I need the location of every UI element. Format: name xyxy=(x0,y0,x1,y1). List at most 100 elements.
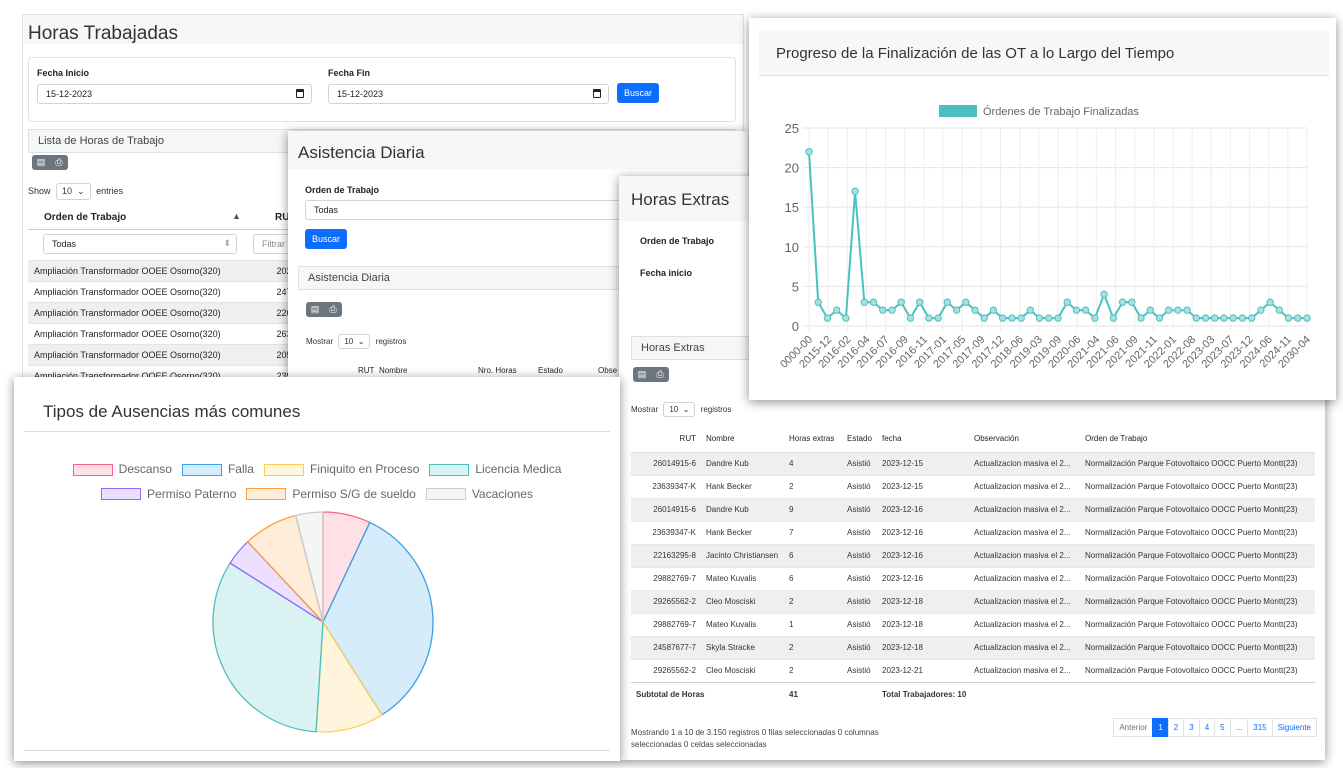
pie-slice[interactable] xyxy=(322,521,434,716)
fecha-fin-input[interactable]: 15-12-2023 xyxy=(328,84,609,104)
data-point[interactable] xyxy=(934,314,942,322)
table-row[interactable]: 29265562-2 Cleo Mosciski 2 Asistió 2023-12-1… xyxy=(631,589,1315,613)
print-icon[interactable]: ⎙ xyxy=(50,155,68,170)
legend-item[interactable]: Permiso S/G de sueldo xyxy=(246,484,416,505)
legend-item[interactable]: Descanso xyxy=(72,459,172,480)
pagination-page[interactable]: 4 xyxy=(1198,718,1216,737)
table-row[interactable]: Ampliación Transformador OOEE Osorno(320… xyxy=(28,323,328,345)
col-horas-extras[interactable]: Horas extras xyxy=(784,426,842,453)
data-point[interactable] xyxy=(962,298,970,306)
data-point[interactable] xyxy=(952,306,961,314)
asist-col-rut[interactable]: RUT xyxy=(358,366,375,375)
pagination-page[interactable]: 315 xyxy=(1247,718,1273,737)
col-nombre[interactable]: Nombre xyxy=(701,426,784,453)
table-row[interactable]: Ampliación Transformador OOEE Osorno(320… xyxy=(28,260,328,282)
data-point[interactable] xyxy=(980,314,988,322)
legend-label[interactable]: Órdenes de Trabajo Finalizadas xyxy=(983,105,1139,118)
data-point[interactable] xyxy=(1183,306,1191,314)
data-point[interactable] xyxy=(1100,290,1108,299)
data-point[interactable] xyxy=(1211,314,1219,322)
print-icon[interactable]: ⎙ xyxy=(324,302,342,317)
filter-orden-select[interactable]: Todas ⬍ xyxy=(43,234,237,254)
pagination-page[interactable]: 1 xyxy=(1152,718,1169,737)
data-point[interactable] xyxy=(1229,314,1237,322)
show-select[interactable]: 10 ⌄ xyxy=(56,183,91,200)
data-point[interactable] xyxy=(860,298,869,306)
pagination-page[interactable]: ... xyxy=(1229,718,1249,737)
data-point[interactable] xyxy=(989,306,998,314)
data-point[interactable] xyxy=(998,314,1007,322)
data-point[interactable] xyxy=(897,298,905,306)
data-point[interactable] xyxy=(1257,306,1265,314)
col-orden[interactable]: Orden de Trabajo xyxy=(1080,426,1315,453)
data-point[interactable] xyxy=(1164,306,1173,314)
table-row[interactable]: 23639347-K Hank Becker 7 Asistió 2023-12-16 A… xyxy=(631,520,1315,544)
data-point[interactable] xyxy=(888,306,896,314)
data-point[interactable] xyxy=(851,187,859,196)
col-rut[interactable]: RUT xyxy=(631,426,701,453)
data-point[interactable] xyxy=(1303,314,1311,322)
data-point[interactable] xyxy=(1220,314,1228,322)
csv-icon[interactable]: ▤ xyxy=(32,155,50,170)
col-observacion[interactable]: Observación xyxy=(969,426,1080,453)
data-point[interactable] xyxy=(1137,314,1145,322)
table-row[interactable]: Ampliación Transformador OOEE Osorno(320… xyxy=(28,302,328,324)
fecha-inicio-input[interactable]: 15-12-2023 xyxy=(37,84,312,104)
data-point[interactable] xyxy=(915,298,924,306)
data-point[interactable] xyxy=(1201,314,1210,322)
col-fecha[interactable]: fecha xyxy=(877,426,969,453)
data-point[interactable] xyxy=(832,306,841,314)
table-row[interactable]: Ampliación Transformador OOEE Osorno(320… xyxy=(28,344,328,366)
pagination-page[interactable]: 3 xyxy=(1183,718,1200,737)
asist-col-estado[interactable]: Estado xyxy=(538,366,563,375)
pagination-next[interactable]: Siguiente xyxy=(1271,718,1317,737)
data-point[interactable] xyxy=(1008,314,1016,322)
asist-mostrar-select[interactable]: 10 ⌄ xyxy=(338,334,371,349)
data-point[interactable] xyxy=(1109,314,1118,322)
data-point[interactable] xyxy=(943,298,952,306)
data-point[interactable] xyxy=(1294,314,1302,322)
table-row[interactable]: 29265562-2 Cleo Mosciski 2 Asistió 2023-12-2… xyxy=(631,658,1315,682)
calendar-icon[interactable] xyxy=(593,89,601,98)
data-point[interactable] xyxy=(1035,314,1044,322)
table-row[interactable]: 29882769-7 Mateo Kuvalis 1 Asistió 2023-12-1… xyxy=(631,612,1315,636)
data-point[interactable] xyxy=(823,314,832,322)
asist-buscar-button[interactable]: Buscar xyxy=(305,229,348,249)
data-point[interactable] xyxy=(814,298,822,306)
calendar-icon[interactable] xyxy=(296,89,304,98)
legend-item[interactable]: Vacaciones xyxy=(425,484,533,505)
data-point[interactable] xyxy=(1026,306,1035,314)
pagination-prev[interactable]: Anterior xyxy=(1113,718,1154,737)
data-point[interactable] xyxy=(1118,298,1127,306)
table-row[interactable]: 29882769-7 Mateo Kuvalis 6 Asistió 2023-12-1… xyxy=(631,566,1315,590)
data-point[interactable] xyxy=(925,314,933,322)
data-point[interactable] xyxy=(869,298,878,306)
data-point[interactable] xyxy=(1284,314,1293,322)
data-point[interactable] xyxy=(1128,298,1136,306)
table-row[interactable]: 24587677-7 Skyla Stracke 2 Asistió 2023-12-1… xyxy=(631,635,1315,659)
data-point[interactable] xyxy=(1063,298,1071,306)
extras-mostrar-select[interactable]: 10 ⌄ xyxy=(663,402,696,417)
data-point[interactable] xyxy=(842,314,850,322)
legend-item[interactable]: Finiquito en Proceso xyxy=(263,459,419,480)
data-point[interactable] xyxy=(1081,306,1090,314)
table-row[interactable]: 26014915-6 Dandre Kub 4 Asistió 2023-12-15 Ac… xyxy=(631,451,1315,475)
data-point[interactable] xyxy=(1017,314,1025,322)
data-point[interactable] xyxy=(1174,306,1182,314)
data-point[interactable] xyxy=(971,306,979,314)
data-point[interactable] xyxy=(1091,314,1099,322)
col-estado[interactable]: Estado xyxy=(842,426,877,453)
data-point[interactable] xyxy=(1146,306,1154,314)
sort-icon[interactable]: ▲ xyxy=(232,211,241,221)
pie-slice[interactable] xyxy=(294,511,324,623)
csv-icon[interactable]: ▤ xyxy=(633,367,651,382)
asist-col-nombre[interactable]: Nombre xyxy=(379,366,408,375)
table-row[interactable]: Ampliación Transformador OOEE Osorno(320… xyxy=(28,281,328,303)
col-orden-header[interactable]: Orden de Trabajo xyxy=(44,212,127,223)
print-icon[interactable]: ⎙ xyxy=(651,367,669,382)
table-row[interactable]: 22163295-8 Jacinto Christiansen 6 Asistió 20… xyxy=(631,543,1315,567)
legend-item[interactable]: Permiso Paterno xyxy=(101,484,236,505)
pagination-page[interactable]: 5 xyxy=(1214,718,1231,737)
data-point[interactable] xyxy=(1266,298,1274,306)
col-rut-header[interactable]: RU xyxy=(275,212,290,223)
